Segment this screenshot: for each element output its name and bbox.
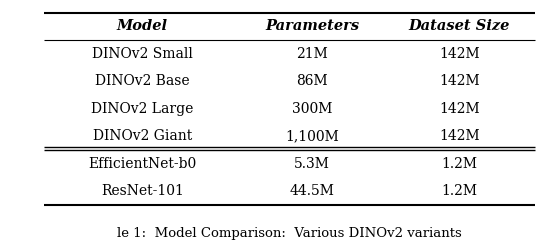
Text: Model: Model [117, 19, 168, 33]
Text: 142M: 142M [439, 129, 480, 143]
Text: 86M: 86M [296, 74, 328, 88]
Text: 142M: 142M [439, 47, 480, 61]
Text: 142M: 142M [439, 74, 480, 88]
Text: 5.3M: 5.3M [294, 157, 330, 171]
Text: 300M: 300M [291, 102, 332, 116]
Text: 142M: 142M [439, 102, 480, 116]
Text: DINOv2 Small: DINOv2 Small [92, 47, 193, 61]
Text: le 1:  Model Comparison:  Various DINOv2 variants: le 1: Model Comparison: Various DINOv2 v… [118, 228, 462, 240]
Text: Parameters: Parameters [265, 19, 359, 33]
Text: 21M: 21M [296, 47, 328, 61]
Text: 1.2M: 1.2M [441, 184, 477, 198]
Text: ResNet-101: ResNet-101 [101, 184, 184, 198]
Text: DINOv2 Giant: DINOv2 Giant [93, 129, 192, 143]
Text: DINOv2 Base: DINOv2 Base [95, 74, 190, 88]
Text: DINOv2 Large: DINOv2 Large [91, 102, 194, 116]
Text: 44.5M: 44.5M [289, 184, 335, 198]
Text: 1.2M: 1.2M [441, 157, 477, 171]
Text: EfficientNet-b0: EfficientNet-b0 [88, 157, 197, 171]
Text: Dataset Size: Dataset Size [408, 19, 510, 33]
Text: 1,100M: 1,100M [285, 129, 339, 143]
